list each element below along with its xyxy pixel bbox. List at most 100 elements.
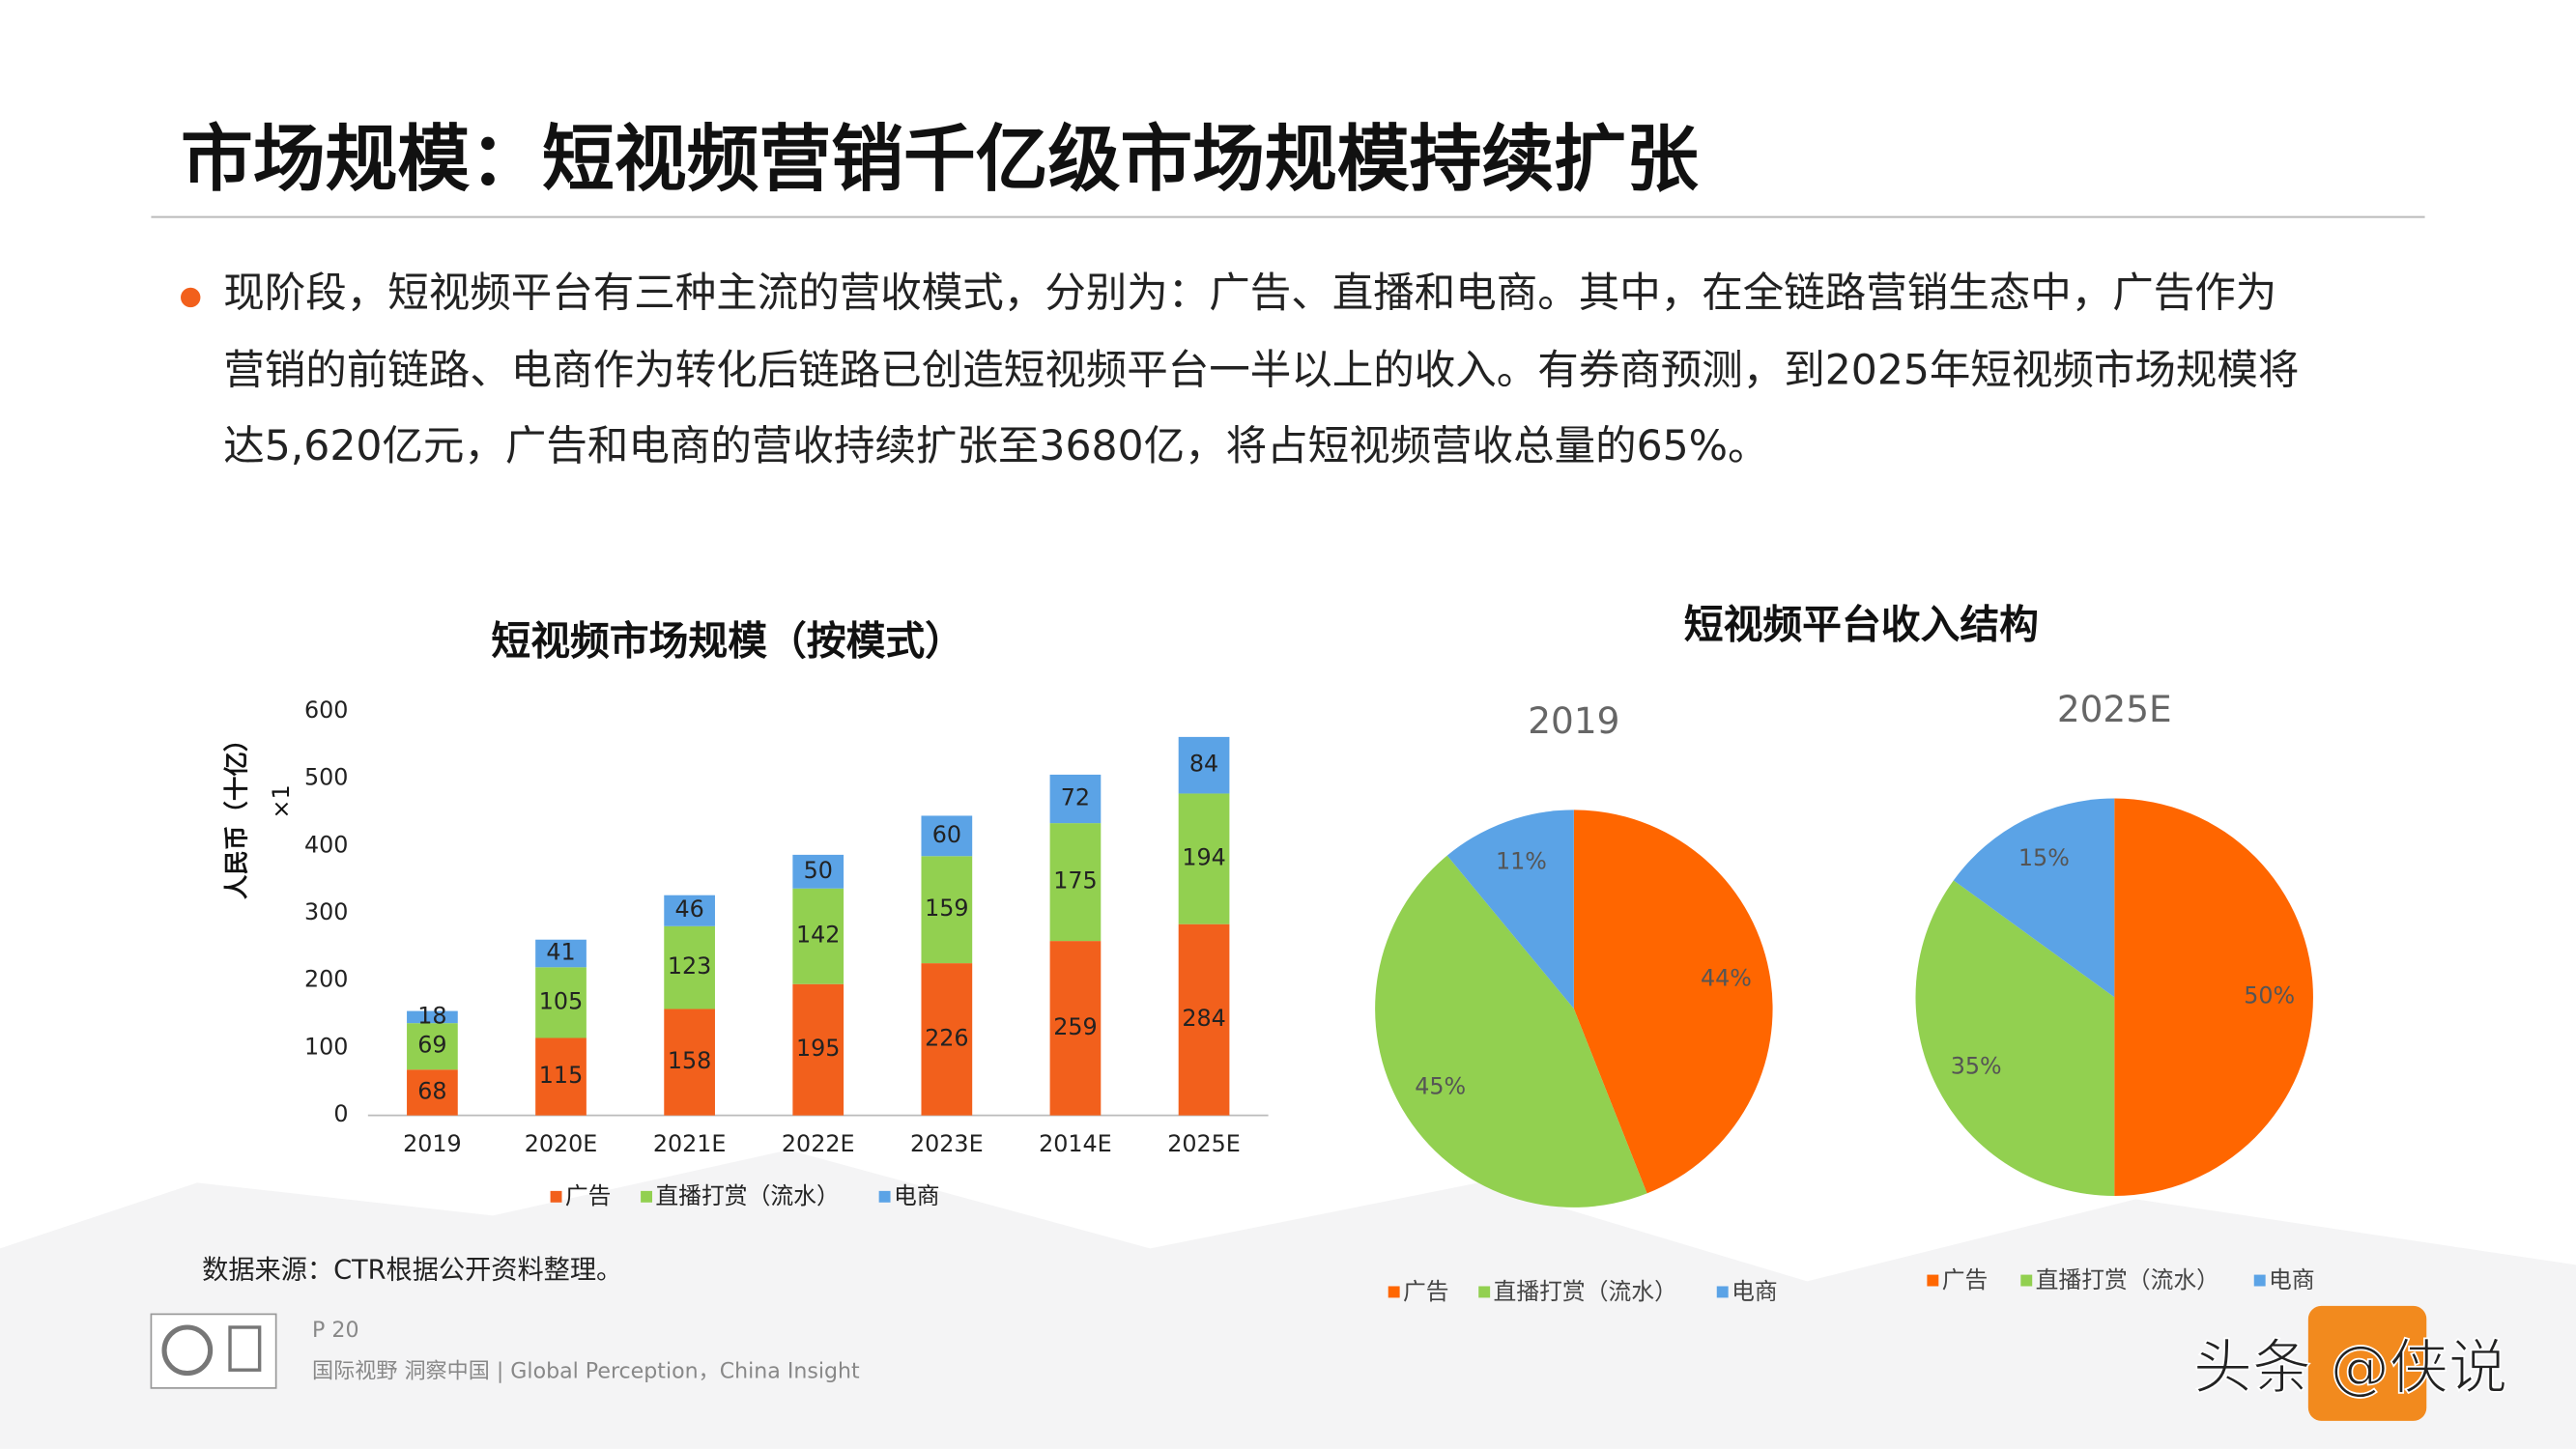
chart-title: 短视频市场规模（按模式）	[491, 618, 964, 665]
legend-swatch	[2020, 1274, 2033, 1287]
data-label: 158	[668, 1047, 711, 1074]
bar-segment	[1178, 923, 1230, 1116]
bar-segment	[792, 854, 844, 889]
legend-label: 电商	[1732, 1278, 1778, 1305]
legend-swatch	[1478, 1286, 1491, 1298]
pie-title: 2019	[1528, 699, 1619, 742]
data-label: 69	[417, 1032, 446, 1059]
y-tick-label: 400	[304, 831, 348, 858]
bar-segment	[535, 939, 587, 968]
cert-logo	[150, 1313, 277, 1389]
bar-segment	[664, 1009, 715, 1116]
y-tick-label: 100	[304, 1033, 348, 1060]
y-tick-label: 300	[304, 898, 348, 925]
x-tick-label: 2019	[403, 1130, 462, 1157]
legend-label: 电商	[2269, 1266, 2315, 1293]
y-axis-label: 人民币（十亿）	[223, 727, 252, 900]
data-label: 259	[1053, 1013, 1097, 1040]
bullet-line: 营销的前链路、电商作为转化后链路已创造短视频平台一半以上的收入。有券商预测，到2…	[223, 348, 2299, 395]
x-tick-label: 2021E	[653, 1130, 727, 1157]
pie-label: 44%	[1701, 965, 1752, 992]
bar-segment	[1178, 736, 1230, 794]
bar-segment	[1049, 823, 1102, 942]
pie-label: 11%	[1496, 848, 1547, 875]
pie-slice	[1446, 810, 1574, 1009]
x-tick-label: 2020E	[525, 1130, 598, 1157]
pie-label: 45%	[1415, 1072, 1466, 1099]
y-tick-label: 0	[333, 1100, 348, 1127]
pie-label: 15%	[2018, 844, 2070, 871]
bar-segment	[664, 925, 715, 1009]
bar-segment	[1049, 774, 1102, 824]
data-label: 115	[539, 1062, 583, 1089]
legend-label: 广告	[565, 1182, 612, 1209]
bar-segment	[535, 967, 587, 1038]
x-tick-label: 2022E	[782, 1130, 855, 1157]
data-label: 72	[1061, 784, 1090, 811]
cert-icon	[228, 1325, 262, 1372]
x-tick-label: 2014E	[1039, 1130, 1112, 1157]
y-tick-label: 600	[304, 696, 348, 724]
pie-slice	[1573, 810, 1773, 1194]
bar-segment	[407, 1010, 458, 1024]
data-label: 50	[804, 857, 833, 884]
pie-label: 50%	[2244, 982, 2295, 1009]
legend-swatch	[878, 1190, 891, 1203]
pie-slice	[1915, 880, 2115, 1196]
bar-segment	[921, 963, 973, 1116]
bar-segment	[407, 1023, 458, 1070]
data-label: 41	[546, 939, 575, 966]
pie-slice	[2114, 798, 2313, 1196]
legend-label: 广告	[1403, 1278, 1449, 1305]
data-label: 226	[925, 1024, 968, 1051]
bullet-dot	[181, 287, 201, 308]
x-tick-label: 2025E	[1167, 1130, 1241, 1157]
page-number: P 20	[312, 1318, 358, 1343]
data-label: 175	[1053, 867, 1097, 895]
legend-label: 直播打赏（流水）	[1494, 1278, 1677, 1305]
legend-swatch	[550, 1190, 562, 1203]
y-axis-unit: ×1	[268, 784, 295, 818]
bar-segment	[535, 1037, 587, 1116]
pie-slice	[1375, 855, 1647, 1208]
legend-swatch	[1716, 1286, 1729, 1298]
pie-label: 35%	[1951, 1053, 2002, 1080]
y-tick-label: 500	[304, 764, 348, 791]
legend-label: 电商	[894, 1182, 940, 1209]
data-label: 142	[796, 922, 840, 949]
data-label: 195	[796, 1035, 840, 1062]
pie-title: 2025E	[2057, 688, 2172, 730]
footer-tagline: 国际视野 洞察中国 | Global Perception，China Insi…	[312, 1358, 860, 1383]
legend-label: 直播打赏（流水）	[2036, 1266, 2219, 1293]
x-tick-label: 2023E	[910, 1130, 984, 1157]
bullet-line: 现阶段，短视频平台有三种主流的营收模式，分别为：广告、直播和电商。其中，在全链路…	[223, 270, 2276, 318]
bullet-line: 达5,620亿元，广告和电商的营收持续扩张至3680亿，将占短视频营收总量的65…	[223, 423, 1768, 470]
data-label: 123	[668, 952, 711, 980]
legend-label: 直播打赏（流水）	[655, 1182, 839, 1209]
legend-label: 广告	[1942, 1266, 1989, 1293]
slide-title: 市场规模：短视频营销千亿级市场规模持续扩张	[181, 118, 1699, 202]
pie-panel-title: 短视频平台收入结构	[1684, 602, 2039, 648]
data-label: 68	[417, 1077, 446, 1104]
cert-icon	[161, 1324, 214, 1377]
data-label: 18	[417, 1002, 446, 1029]
background-shape	[0, 1150, 2576, 1449]
bar-segment	[921, 815, 973, 857]
legend-swatch	[2253, 1274, 2266, 1287]
legend-swatch	[1927, 1274, 1939, 1287]
pie-slice	[1953, 798, 2115, 998]
legend-swatch	[641, 1190, 653, 1203]
source: 数据来源：CTR根据公开资料整理。	[202, 1256, 622, 1286]
brand-logo	[2307, 1305, 2427, 1421]
bar-segment	[921, 856, 973, 964]
bar-segment	[792, 888, 844, 984]
bar-segment	[1049, 941, 1102, 1116]
data-label: 84	[1189, 751, 1218, 778]
y-tick-label: 200	[304, 966, 348, 993]
bar-segment	[664, 895, 715, 926]
legend-swatch	[1388, 1286, 1400, 1298]
data-label: 60	[932, 821, 961, 848]
bar-segment	[1178, 793, 1230, 924]
